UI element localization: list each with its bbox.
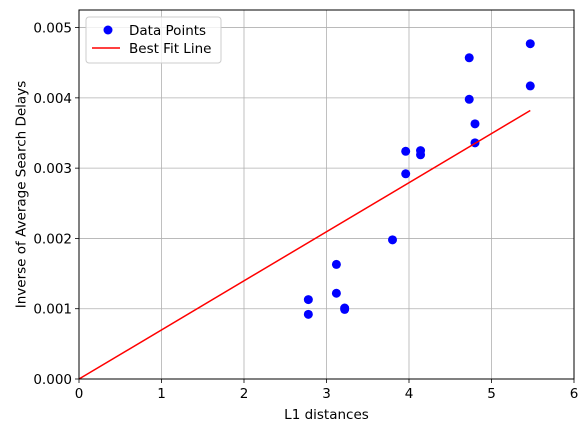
- legend-label-data-points: Data Points: [129, 23, 206, 39]
- data-point: [401, 146, 411, 156]
- x-tick-label: 5: [487, 386, 496, 402]
- data-point: [331, 259, 341, 269]
- x-tick-label: 2: [240, 386, 249, 402]
- y-tick-label: 0.003: [33, 161, 72, 177]
- grid-lines: [78, 10, 575, 380]
- data-point: [401, 169, 411, 179]
- data-point: [470, 119, 480, 129]
- x-tick-label: 0: [75, 386, 84, 402]
- legend-marker-data-points: [103, 25, 113, 35]
- legend: Data Points Best Fit Line: [85, 16, 222, 64]
- y-tick-label: 0.000: [33, 372, 72, 388]
- data-point: [303, 309, 313, 319]
- y-tick-label: 0.005: [33, 21, 72, 37]
- best-fit-line: [78, 109, 531, 380]
- data-point: [525, 81, 535, 91]
- y-tick-label: 0.002: [33, 231, 72, 247]
- data-point: [464, 94, 474, 104]
- x-axis-label: L1 distances: [284, 407, 369, 423]
- x-tick-label: 3: [322, 386, 331, 402]
- data-point: [331, 288, 341, 298]
- y-axis-label: Inverse of Average Search Delays: [14, 81, 30, 308]
- data-point: [340, 304, 350, 314]
- data-point: [303, 295, 313, 305]
- data-point: [464, 53, 474, 63]
- y-tick-label: 0.004: [33, 91, 72, 107]
- data-point: [388, 235, 397, 245]
- data-point: [525, 39, 535, 49]
- plot-area: [78, 39, 535, 380]
- x-tick-label: 4: [405, 386, 414, 402]
- x-tick-label: 1: [157, 386, 166, 402]
- y-tick-label: 0.001: [33, 302, 72, 318]
- axis-ticks: 0 1 2 3 4 5 6 0.000 0.001 0.002 0.003 0.004 0.005: [33, 21, 578, 402]
- data-point: [416, 150, 426, 160]
- legend-label-best-fit-line: Best Fit Line: [129, 41, 211, 57]
- x-tick-label: 6: [570, 386, 579, 402]
- legend-box: [85, 16, 222, 64]
